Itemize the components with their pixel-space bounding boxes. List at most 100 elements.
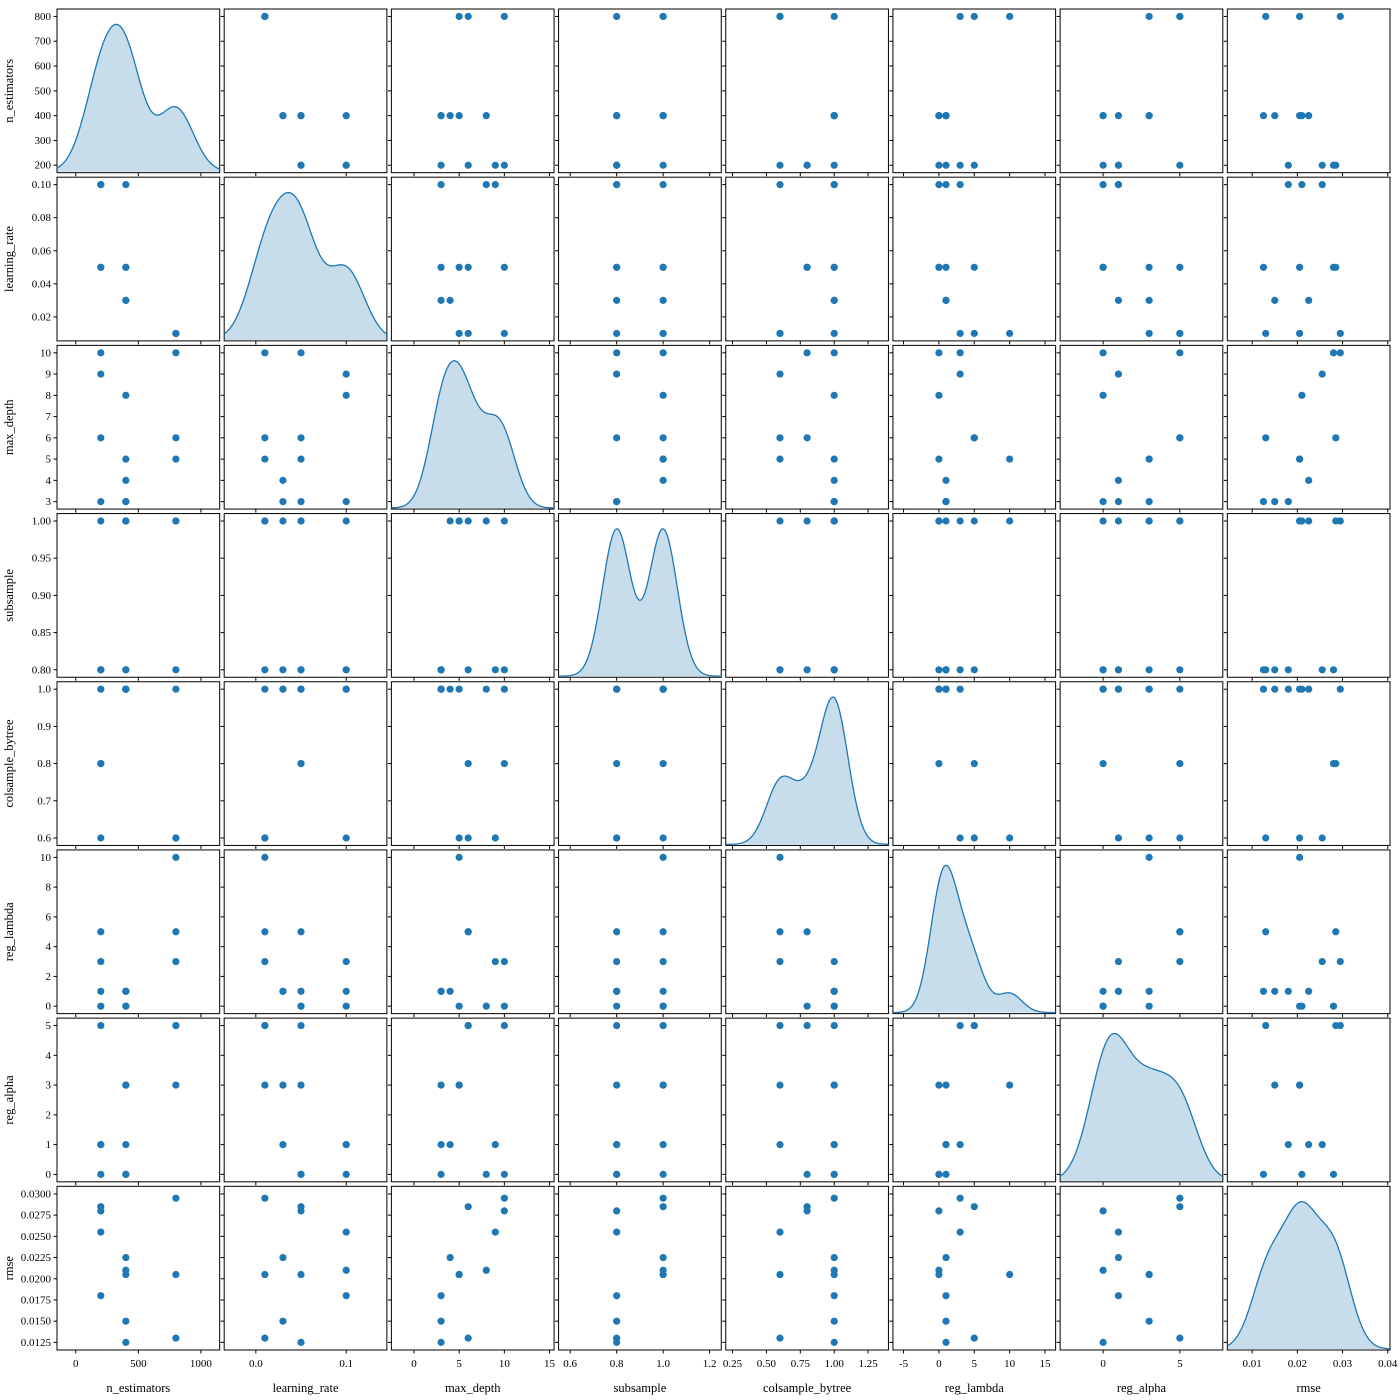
scatter-point [1284, 498, 1292, 506]
pairplot-cell-reg_lambda-vs-n_estimators: 0 2 4 6 8 10 reg_lambda [2, 849, 221, 1018]
scatter-point [446, 685, 454, 693]
scatter-point [613, 296, 621, 304]
cell-frame [725, 1017, 889, 1183]
scatter-point [1305, 476, 1313, 484]
scatter-point [942, 1253, 950, 1262]
scatter-point [437, 112, 445, 120]
scatter-point [1329, 666, 1338, 674]
scatter-point [956, 1141, 964, 1149]
scatter-point [1145, 853, 1153, 861]
y-tick-label: 6 [46, 432, 52, 444]
scatter-point [97, 498, 105, 506]
scatter-point [1176, 666, 1184, 674]
cell-frame [390, 681, 555, 846]
x-axis-label: subsample [614, 1381, 667, 1395]
scatter-point [1336, 12, 1344, 21]
cell-frame [725, 8, 889, 174]
scatter-point [297, 517, 305, 525]
y-tick-label: 0.0250 [21, 1231, 52, 1243]
scatter-point [1284, 1141, 1292, 1149]
x-tick-label: 15 [544, 1358, 556, 1370]
pairplot-cell-reg_alpha-vs-max_depth [387, 1017, 555, 1186]
scatter-point [1176, 759, 1184, 768]
scatter-point [613, 685, 621, 693]
scatter-point [1262, 329, 1270, 338]
scatter-point [455, 1270, 463, 1279]
scatter-point [1176, 161, 1184, 169]
pairplot-cell-reg_lambda-vs-rmse [1223, 849, 1391, 1018]
scatter-point [935, 517, 943, 525]
scatter-point [1099, 112, 1107, 120]
scatter-point [956, 349, 964, 357]
cell-frame [1226, 176, 1391, 342]
y-tick-label: 1.00 [32, 516, 52, 528]
x-tick-label: 500 [130, 1358, 147, 1370]
scatter-point [613, 263, 621, 271]
scatter-point [613, 498, 621, 506]
scatter-point [1145, 263, 1153, 271]
x-tick-label: 0.02 [1288, 1358, 1307, 1370]
scatter-point [1099, 391, 1107, 399]
scatter-point [446, 517, 454, 525]
scatter-point [172, 349, 180, 357]
scatter-point [1262, 12, 1270, 21]
scatter-point [613, 759, 621, 768]
scatter-point [279, 517, 287, 525]
scatter-point [1176, 12, 1184, 21]
y-tick-label: 1 [46, 1139, 52, 1151]
scatter-point [122, 476, 130, 484]
scatter-point [613, 112, 621, 120]
scatter-point [830, 1317, 838, 1325]
cell-frame [1226, 1017, 1391, 1183]
kde-curve [56, 23, 220, 170]
pairplot-cell-subsample-vs-subsample [555, 513, 722, 681]
scatter-point [1318, 1141, 1326, 1149]
scatter-point [261, 1021, 269, 1030]
scatter-point [1145, 666, 1153, 674]
scatter-point [935, 759, 943, 768]
scatter-point [1114, 957, 1123, 966]
scatter-point [122, 296, 130, 304]
scatter-point [464, 928, 472, 936]
scatter-point [464, 1203, 472, 1211]
y-tick-label: 4 [46, 475, 52, 487]
scatter-point [956, 666, 964, 674]
kde-curve [558, 528, 722, 677]
scatter-point [1114, 161, 1123, 169]
scatter-point [279, 1253, 287, 1262]
scatter-point [261, 434, 269, 442]
scatter-point [659, 1021, 667, 1030]
scatter-point [297, 498, 305, 506]
pairplot-cell-subsample-vs-n_estimators: 0.80 0.85 0.90 0.95 1.00 subsample [2, 513, 221, 681]
scatter-point [491, 666, 499, 674]
cell-frame [1059, 1185, 1224, 1351]
y-tick-label: 0 [46, 1169, 52, 1181]
scatter-point [942, 161, 950, 169]
scatter-point [97, 1228, 105, 1236]
scatter-point [500, 1170, 508, 1178]
x-tick-label: 0 [1100, 1358, 1106, 1370]
kde-curve [223, 191, 388, 335]
pairplot-cell-reg_lambda-vs-learning_rate [220, 849, 388, 1018]
pairplot-cell-subsample-vs-rmse [1223, 513, 1391, 681]
y-tick-label: 0.0275 [21, 1210, 52, 1222]
scatter-point [1271, 296, 1279, 304]
cell-frame [223, 176, 388, 342]
pairplot-cell-n_estimators-vs-subsample [555, 8, 722, 177]
scatter-point [613, 928, 621, 936]
scatter-point [97, 987, 105, 995]
scatter-point [942, 112, 950, 120]
scatter-point [830, 1194, 838, 1202]
scatter-point [500, 517, 508, 525]
scatter-point [446, 112, 454, 120]
scatter-point [1145, 517, 1153, 525]
scatter-point [122, 1002, 130, 1010]
y-tick-label: 0 [46, 1001, 52, 1013]
scatter-point [437, 987, 445, 995]
scatter-point [297, 1270, 305, 1279]
pairplot-cell-reg_alpha-vs-subsample [555, 1017, 722, 1186]
scatter-point [613, 957, 621, 966]
scatter-point [956, 685, 964, 693]
